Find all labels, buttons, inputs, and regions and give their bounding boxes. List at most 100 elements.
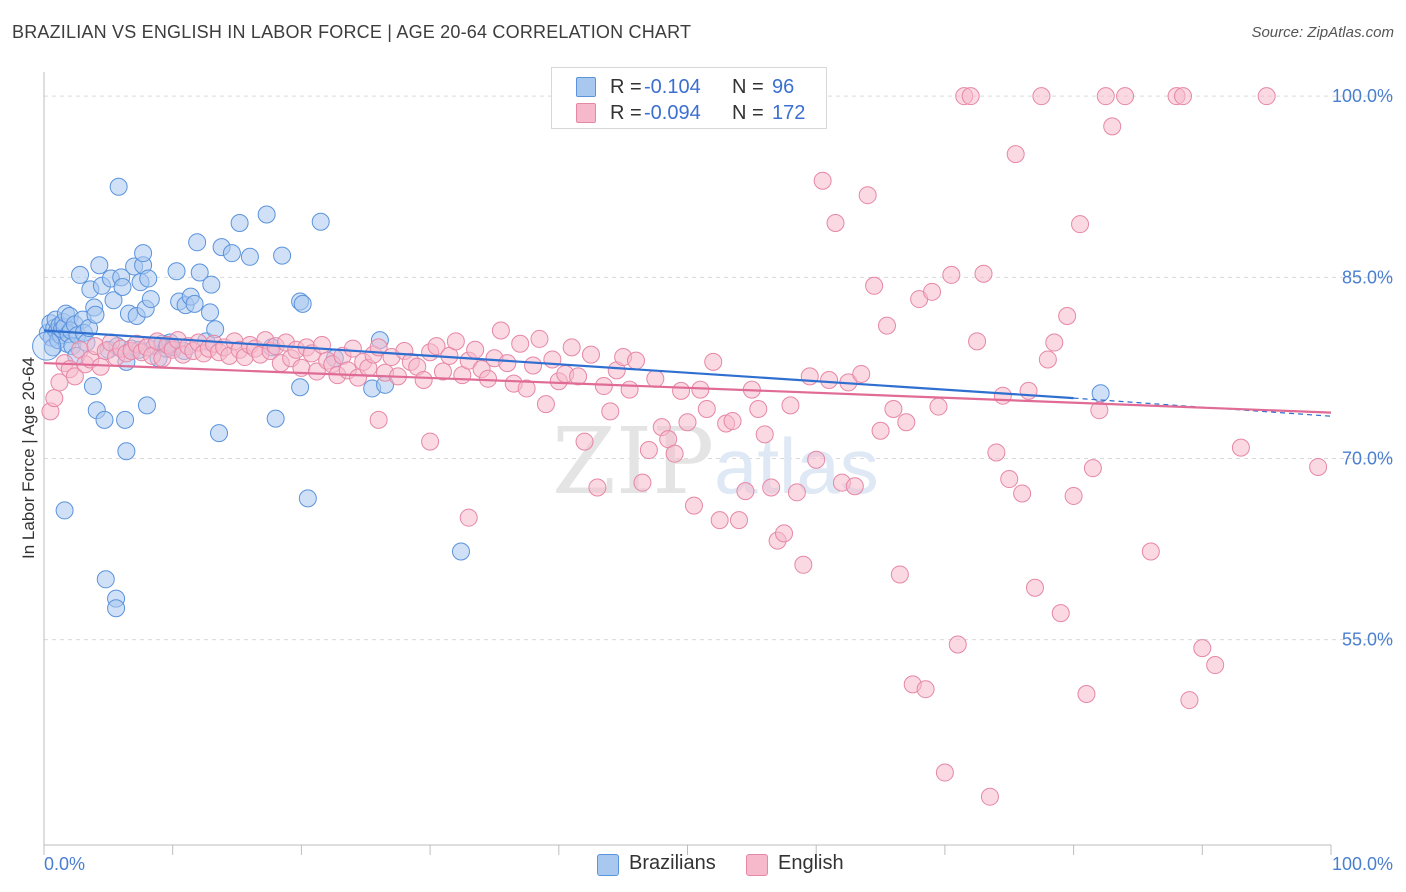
brazilians-point	[201, 303, 220, 322]
english-point	[916, 680, 935, 699]
english-point	[974, 264, 993, 283]
y-tick-label: 55.0%	[1342, 630, 1393, 650]
legend-n-label: N =	[732, 76, 764, 98]
english-point	[427, 337, 446, 356]
english-point	[421, 432, 440, 451]
english-point	[736, 482, 755, 501]
english-point	[524, 356, 543, 375]
english-point	[562, 338, 581, 357]
english-point	[620, 380, 639, 399]
legend-swatch-pink	[576, 103, 596, 123]
english-point	[929, 397, 948, 416]
english-point	[704, 352, 723, 371]
brazilians-point	[32, 331, 62, 361]
brazilians-point	[257, 205, 276, 224]
english-point	[729, 511, 748, 530]
english-point	[1006, 145, 1025, 164]
english-point	[775, 524, 794, 543]
brazilians-trend-line	[43, 329, 1074, 400]
english-point	[1096, 87, 1115, 106]
english-point	[45, 389, 64, 408]
english-point	[1103, 117, 1122, 136]
english-point	[884, 399, 903, 418]
chart-title: BRAZILIAN VS ENGLISH IN LABOR FORCE | AG…	[12, 22, 692, 42]
english-point	[1309, 457, 1328, 476]
brazilians-point	[116, 410, 135, 429]
english-point	[65, 367, 84, 386]
brazilians-point	[86, 305, 105, 324]
english-point	[369, 410, 388, 429]
english-point	[1090, 401, 1109, 420]
brazilians-point	[311, 212, 330, 231]
source-label: Source: ZipAtlas.com	[1251, 24, 1394, 41]
english-point	[433, 362, 452, 381]
legend-swatch-blue	[597, 854, 619, 876]
english-point	[1231, 438, 1250, 457]
y-tick-label: 70.0%	[1342, 449, 1393, 469]
english-point	[678, 413, 697, 432]
brazilians-point	[230, 213, 249, 232]
english-point	[942, 265, 961, 284]
english-point	[639, 441, 658, 460]
legend-label-english: English	[778, 852, 844, 874]
english-point	[697, 399, 716, 418]
english-point	[569, 367, 588, 386]
english-point	[312, 335, 331, 354]
legend-r-value: -0.094	[644, 102, 701, 124]
correlation-legend: R = -0.104 N = 96 R = -0.094 N = 172	[551, 67, 827, 129]
english-point	[446, 332, 465, 351]
brazilians-point	[451, 542, 470, 561]
legend-n-value: 172	[772, 102, 806, 124]
y-axis-title: In Labor Force | Age 20-64	[19, 357, 38, 559]
brazilians-point	[298, 489, 317, 508]
legend-r-label: R =	[610, 102, 642, 124]
brazilians-point	[273, 246, 292, 265]
english-point	[845, 477, 864, 496]
brazilians-point	[83, 377, 102, 396]
english-point	[1013, 484, 1032, 503]
english-point	[530, 329, 549, 348]
legend-n-label: N =	[732, 102, 764, 124]
english-point	[1000, 470, 1019, 489]
brazilians-point	[55, 501, 74, 520]
brazilians-point	[96, 570, 115, 589]
english-point	[1064, 486, 1083, 505]
english-point	[498, 354, 517, 373]
english-point	[1257, 87, 1276, 106]
english-point	[858, 186, 877, 205]
english-point	[491, 321, 510, 340]
english-point	[91, 357, 110, 376]
y-tick-label: 100.0%	[1332, 86, 1393, 106]
english-point	[627, 351, 646, 370]
english-point	[1206, 656, 1225, 675]
english-point	[1173, 87, 1192, 106]
brazilians-point	[240, 247, 259, 266]
english-point	[343, 339, 362, 358]
english-point	[517, 379, 536, 398]
english-point	[536, 395, 555, 414]
brazilians-point	[113, 277, 132, 296]
brazilians-point	[190, 263, 209, 282]
brazilians-point	[137, 396, 156, 415]
english-point	[633, 473, 652, 492]
y-tick-label: 85.0%	[1342, 267, 1393, 287]
legend-swatch-blue	[576, 77, 596, 97]
brazilians-point	[210, 424, 229, 443]
english-point	[968, 332, 987, 351]
english-point	[787, 483, 806, 502]
english-point	[646, 369, 665, 388]
brazilians-point	[291, 378, 310, 397]
english-point	[1193, 639, 1212, 658]
english-point	[1051, 604, 1070, 623]
english-point	[672, 381, 691, 400]
english-point	[588, 478, 607, 497]
english-point	[1071, 215, 1090, 234]
watermark: ZIP atlas	[552, 408, 879, 515]
english-point	[1032, 87, 1051, 106]
legend-label-brazilians: Brazilians	[629, 852, 716, 874]
english-point	[50, 373, 69, 392]
axes	[43, 72, 1332, 855]
english-point	[749, 399, 768, 418]
english-point	[466, 340, 485, 359]
